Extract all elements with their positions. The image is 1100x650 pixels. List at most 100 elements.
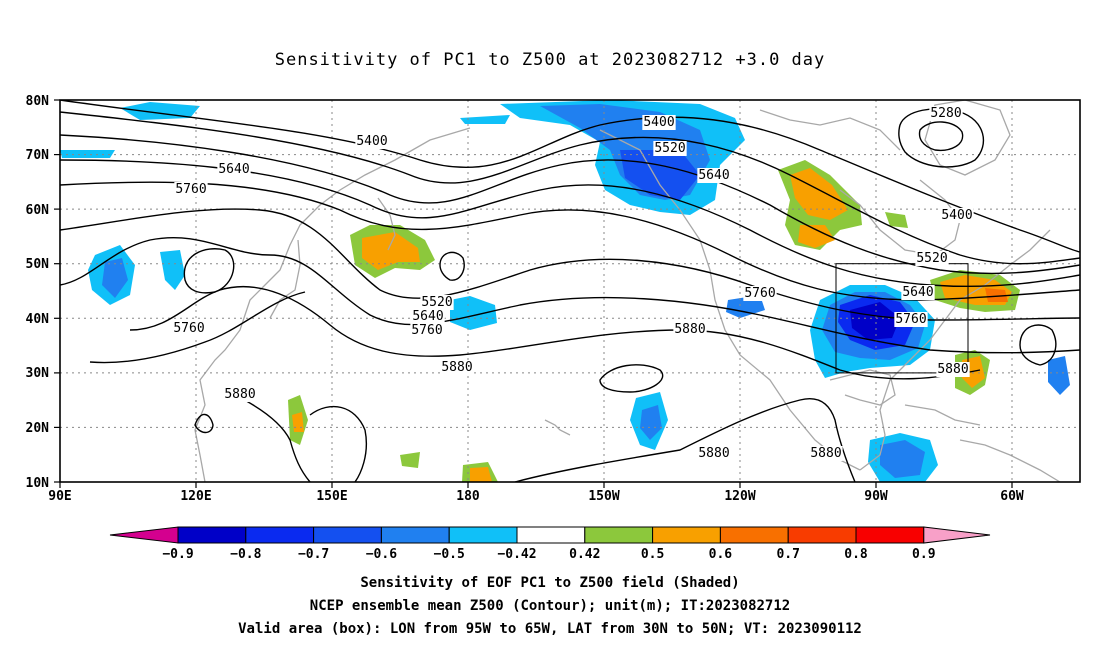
contour-label-background (743, 286, 777, 301)
colorbar-label: 0.8 (844, 547, 868, 562)
contour-label: 5400 (356, 134, 387, 149)
map-grid (60, 100, 1080, 482)
contour-label: 5640 (902, 285, 933, 300)
valid-area-box (835, 263, 969, 374)
contour-label-background (642, 115, 676, 130)
contour-line (1019, 324, 1057, 366)
coastline-layer (194, 100, 1061, 482)
colorbar-label: 0.6 (709, 547, 733, 562)
contour-label-background (217, 162, 251, 177)
contour-label: 5760 (895, 312, 926, 327)
colorbar-label: −0.6 (366, 547, 397, 562)
colorbar-segment (448, 526, 518, 544)
contour-line (60, 111, 1080, 265)
contour-label-background (936, 362, 970, 377)
caption-contour: NCEP ensemble mean Z500 (Contour); unit(… (309, 598, 791, 614)
contour-label-background (915, 251, 949, 266)
contour-label-background (440, 360, 474, 375)
negative-sensitivity-area (60, 150, 115, 158)
contour-line (60, 208, 1080, 321)
longitude-label: 180 (456, 489, 480, 504)
contour-label: 5520 (421, 295, 452, 310)
negative-sensitivity-area (1048, 356, 1070, 395)
contour-label: 5880 (698, 446, 729, 461)
colorbar-min-arrow (109, 526, 179, 544)
contour-label-background (894, 312, 928, 327)
contour-label: 5640 (218, 162, 249, 177)
contour-line (514, 398, 856, 482)
contour-label: 5640 (698, 168, 729, 183)
colorbar-segment (313, 526, 382, 544)
longitude-axis: 90E 120E 150E 180 150W 120W 90W 60W (48, 489, 1024, 504)
contour-line (89, 291, 306, 364)
contour-line (183, 248, 235, 294)
positive-sensitivity-area (790, 168, 848, 220)
positive-sensitivity-area (885, 212, 908, 228)
longitude-label: 90W (864, 489, 888, 504)
negative-sensitivity-area (460, 115, 510, 124)
contour-line (60, 236, 1080, 354)
asia-coastline (194, 127, 471, 482)
contour-label: 5880 (224, 387, 255, 402)
contour-label-background (223, 387, 257, 402)
contour-label-background (940, 208, 974, 223)
contour-label: 5400 (941, 208, 972, 223)
north-america-east-coastline (859, 229, 1051, 471)
colorbar-segment (584, 526, 654, 544)
contour-label-background (673, 322, 707, 337)
longitude-label: 150W (588, 489, 619, 504)
negative-sensitivity-area (102, 258, 128, 298)
positive-sensitivity-area (292, 412, 304, 432)
positive-sensitivity-area (798, 225, 835, 248)
colorbar-segment (177, 526, 247, 544)
contour-label: 5880 (441, 360, 472, 375)
negative-sensitivity-area (880, 440, 925, 478)
colorbar-label: −0.42 (497, 547, 536, 562)
hawaii-coastline (544, 419, 571, 436)
negative-sensitivity-area (160, 250, 185, 290)
colorbar-max-arrow (923, 526, 991, 544)
contour-line (234, 394, 311, 482)
colorbar-segment (516, 526, 586, 544)
negative-sensitivity-area (450, 296, 497, 330)
caption-valid-area: Valid area (box): LON from 95W to 65W, L… (238, 621, 862, 637)
contour-line (309, 405, 367, 482)
contour-label: 5880 (674, 322, 705, 337)
contour-label: 5520 (916, 251, 947, 266)
latitude-label: 30N (26, 366, 50, 381)
contour-label-background (653, 141, 687, 156)
colorbar-segment (719, 526, 789, 544)
contour-label: 5760 (175, 182, 206, 197)
arctic-islands-coastline (759, 109, 901, 151)
south-america-coastline (959, 439, 1061, 482)
positive-sensitivity-area (470, 467, 492, 482)
colorbar-segment (855, 526, 925, 544)
colorbar-label: 0.5 (641, 547, 664, 562)
latitude-label: 50N (26, 257, 50, 272)
longitude-label: 120W (724, 489, 755, 504)
contour-label-background (355, 134, 389, 149)
colorbar-segment (652, 526, 721, 544)
positive-sensitivity-area (400, 452, 420, 468)
axis-ticks (54, 99, 1013, 488)
longitude-label: 150E (316, 489, 347, 504)
colorbar-segment (380, 526, 450, 544)
latitude-label: 70N (26, 148, 50, 163)
shaded-sensitivity-layer (60, 100, 1070, 482)
contour-label-background (697, 168, 731, 183)
contour-line (60, 134, 1080, 275)
contour-label-background (901, 285, 935, 300)
negative-sensitivity-area (850, 302, 900, 340)
contour-line (60, 100, 1080, 253)
contour-line (129, 285, 981, 380)
longitude-label: 120E (180, 489, 211, 504)
japan-coastline (269, 239, 301, 319)
colorbar-label: 0.42 (569, 547, 600, 562)
contour-label: 5760 (173, 321, 204, 336)
colorbar-label: −0.5 (434, 547, 465, 562)
colorbar-segment (787, 526, 857, 544)
latitude-label: 20N (26, 421, 50, 436)
longitude-label: 90E (48, 489, 71, 504)
caribbean-coastline (904, 404, 981, 426)
